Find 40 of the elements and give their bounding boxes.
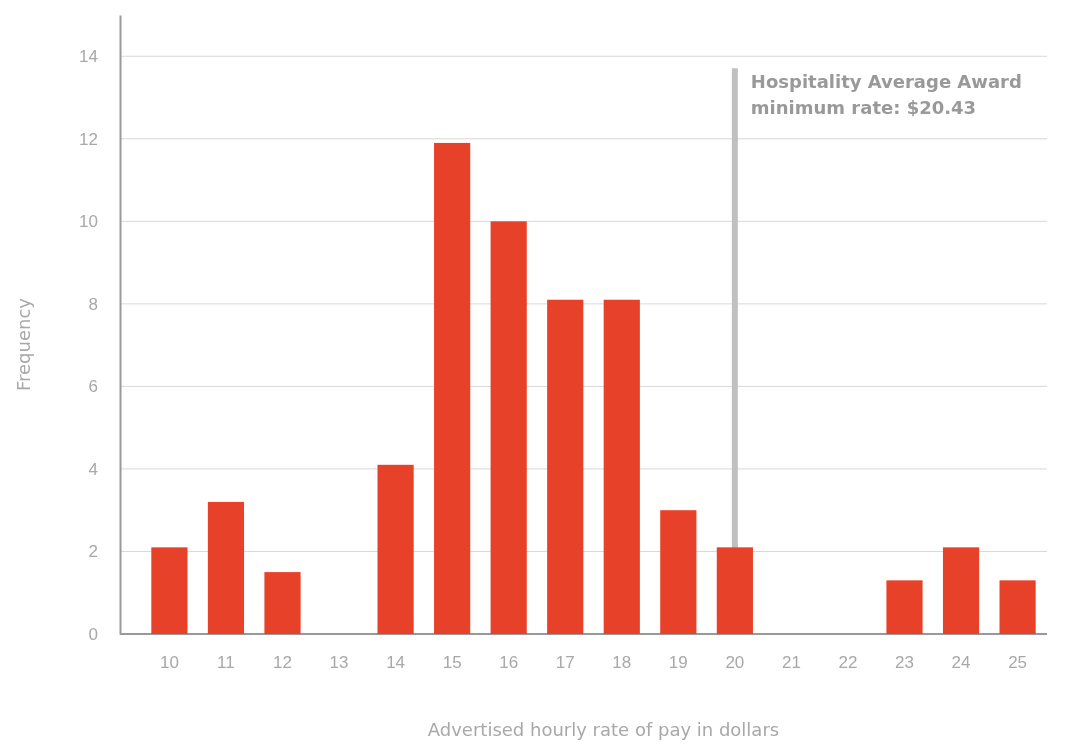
- ref-line-label: Hospitality Average Award minimum rate: $20.43: [750, 71, 1022, 119]
- bar: [886, 580, 923, 634]
- x-tick-label: 23: [895, 653, 914, 673]
- y-tick-label: 0: [88, 624, 98, 644]
- bar: [547, 299, 584, 634]
- x-tick-label: 22: [838, 653, 858, 673]
- x-tick-label: 16: [499, 653, 519, 673]
- y-tick-label: 12: [79, 129, 98, 149]
- y-tick-label: 8: [88, 294, 98, 314]
- x-tick-label: 18: [612, 653, 632, 673]
- x-tick-label: 10: [159, 653, 179, 673]
- x-tick-label: 14: [386, 653, 406, 673]
- x-axis-title: Advertised hourly rate of pay in dollars: [427, 719, 780, 740]
- y-axis-title: Frequency: [13, 297, 34, 391]
- bar: [603, 299, 640, 634]
- bar: [151, 547, 188, 634]
- x-tick-label: 17: [555, 653, 575, 673]
- bar: [490, 221, 527, 634]
- x-tick-label: 25: [1008, 653, 1028, 673]
- x-tick-label: 15: [442, 653, 462, 673]
- y-tick-label: 2: [88, 542, 98, 562]
- y-tick-label: 14: [79, 47, 98, 67]
- x-tick-label: 24: [951, 653, 971, 673]
- y-tick-label: 4: [88, 459, 98, 479]
- bar: [434, 142, 471, 634]
- bar: [660, 510, 697, 634]
- bar: [716, 547, 753, 634]
- x-tick-label: 11: [217, 653, 235, 673]
- x-tick-label: 13: [329, 653, 349, 673]
- y-tick-label: 10: [79, 212, 98, 232]
- x-tick-label: 19: [668, 653, 688, 673]
- x-tick-label: 21: [781, 653, 801, 673]
- bar: [207, 501, 245, 634]
- bar: [999, 580, 1036, 634]
- y-tick-label: 6: [88, 377, 98, 397]
- x-tick-label: 12: [273, 653, 292, 673]
- bar: [264, 572, 301, 634]
- bar: [377, 464, 414, 634]
- x-tick-label: 20: [725, 653, 745, 673]
- bar: [942, 547, 980, 634]
